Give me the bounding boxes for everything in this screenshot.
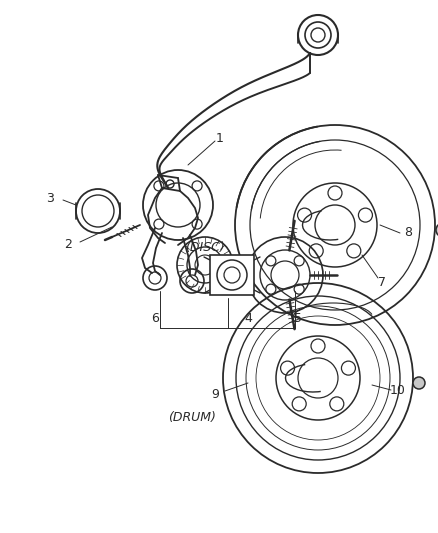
Text: 5: 5 bbox=[294, 311, 302, 325]
FancyBboxPatch shape bbox=[210, 255, 254, 295]
Text: 4: 4 bbox=[244, 311, 252, 325]
Text: 10: 10 bbox=[390, 384, 406, 397]
Text: (DISC): (DISC) bbox=[185, 241, 225, 254]
Text: 3: 3 bbox=[46, 191, 54, 205]
Circle shape bbox=[436, 223, 438, 237]
Text: 1: 1 bbox=[216, 132, 224, 144]
Text: 7: 7 bbox=[378, 277, 386, 289]
Text: 8: 8 bbox=[404, 227, 412, 239]
Text: 9: 9 bbox=[211, 389, 219, 401]
Text: (DRUM): (DRUM) bbox=[168, 411, 216, 424]
Text: 6: 6 bbox=[151, 311, 159, 325]
Text: 2: 2 bbox=[64, 238, 72, 252]
Circle shape bbox=[413, 377, 425, 389]
